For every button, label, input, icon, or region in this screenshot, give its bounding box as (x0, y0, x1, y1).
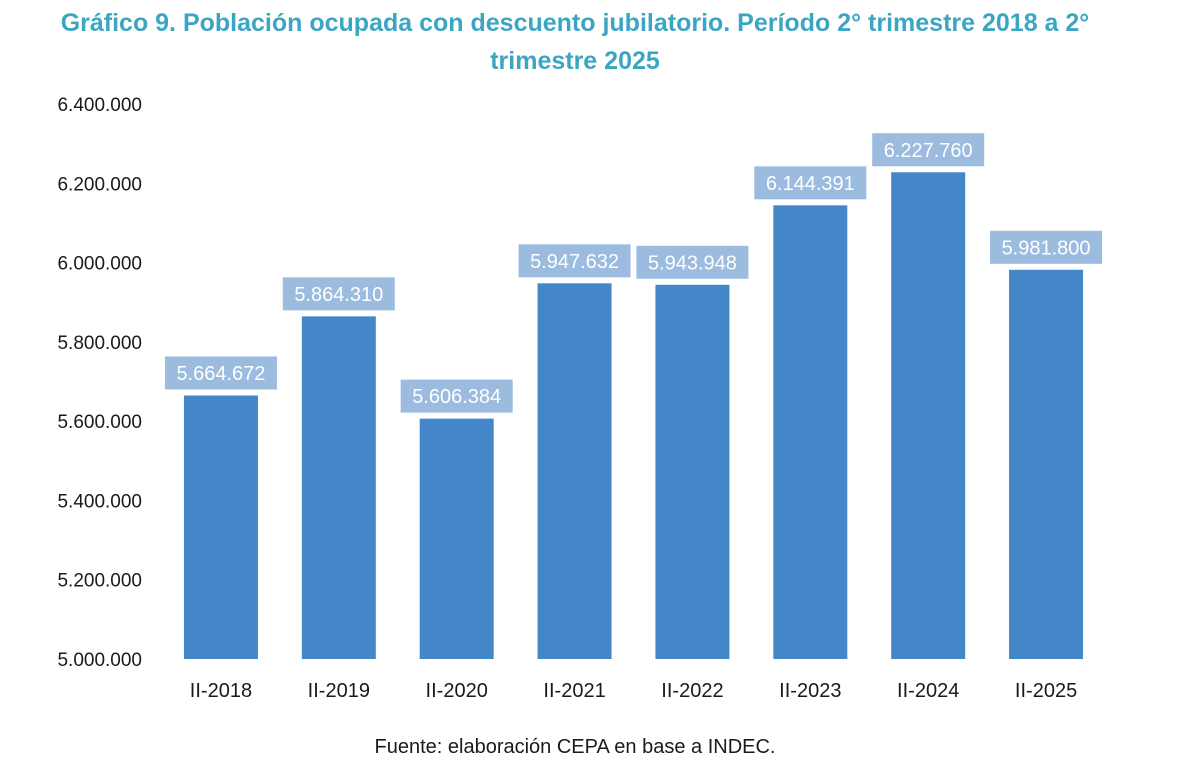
x-tick-label: II-2018 (190, 680, 252, 702)
x-tick-label: II-2019 (308, 680, 370, 702)
data-label: 5.864.310 (294, 284, 383, 306)
bar-ii-2021 (537, 283, 612, 659)
y-tick-label: 5.000.000 (57, 650, 142, 671)
bar-ii-2022 (655, 284, 730, 659)
data-label: 5.606.384 (412, 386, 501, 408)
data-label-box (636, 245, 749, 279)
data-label-box (400, 379, 513, 413)
bar-ii-2023 (773, 205, 848, 660)
bar-ii-2025 (1009, 269, 1084, 659)
bar-ii-2024 (891, 172, 966, 659)
bar-ii-2019 (301, 316, 376, 659)
x-tick-label: II-2025 (1015, 680, 1077, 702)
data-label: 6.227.760 (884, 140, 973, 162)
x-axis: II-2018 II-2019 II-2020 II-2021 II-2022 II-20… (190, 680, 1077, 702)
bar-ii-2018 (183, 395, 258, 659)
x-tick-label: II-2021 (543, 680, 605, 702)
chart-title: Gráfico 9. Población ocupada con descuen… (60, 9, 1090, 75)
data-label-box (754, 166, 867, 200)
bar-chart: 5.000.000 5.200.000 5.400.000 5.600.000 5.80… (57, 95, 1103, 702)
data-label-box (164, 356, 277, 390)
data-label-box (872, 133, 985, 167)
x-tick-label: II-2022 (661, 680, 723, 702)
y-tick-label: 6.000.000 (57, 254, 142, 275)
data-label: 5.664.672 (176, 363, 265, 385)
x-tick-label: II-2020 (426, 680, 488, 702)
data-label: 5.981.800 (1002, 237, 1091, 259)
y-tick-label: 5.400.000 (57, 491, 142, 512)
y-tick-label: 6.400.000 (57, 95, 142, 116)
y-tick-label: 6.200.000 (57, 174, 142, 195)
y-axis: 5.000.000 5.200.000 5.400.000 5.600.000 5.80… (57, 95, 142, 671)
bar-ii-2020 (419, 418, 494, 659)
data-label: 6.144.391 (766, 173, 855, 195)
bars-group (183, 172, 1084, 660)
y-tick-label: 5.200.000 (57, 571, 142, 592)
x-tick-label: II-2024 (897, 680, 959, 702)
y-tick-label: 5.800.000 (57, 333, 142, 354)
x-tick-label: II-2023 (779, 680, 841, 702)
y-tick-label: 5.600.000 (57, 412, 142, 433)
data-label: 5.947.632 (530, 251, 619, 273)
data-label-box (518, 244, 631, 278)
chart-source-note: Fuente: elaboración CEPA en base a INDEC… (374, 736, 776, 758)
data-label: 5.943.948 (648, 252, 737, 274)
data-labels-group: 5.664.672 5.864.310 5.606.384 5.947.632 5.94… (164, 133, 1103, 413)
data-label-box (990, 230, 1103, 264)
data-label-box (282, 277, 395, 311)
